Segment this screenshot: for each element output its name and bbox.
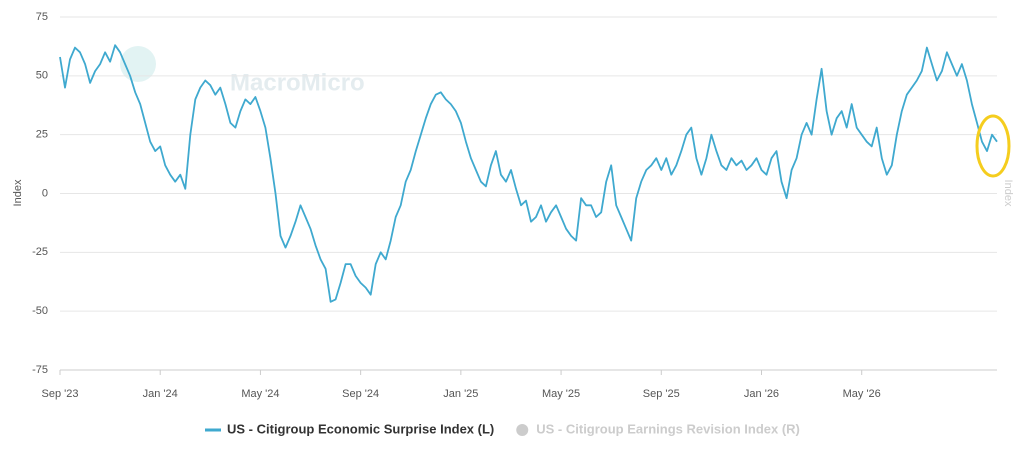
x-tick-label: Jan '24 xyxy=(143,388,178,400)
y-tick-label: 75 xyxy=(36,11,48,23)
legend-swatch xyxy=(516,424,529,436)
y-tick-label: 50 xyxy=(36,70,48,82)
legend-label[interactable]: US - Citigroup Earnings Revision Index (… xyxy=(536,421,800,436)
x-tick-label: May '26 xyxy=(843,388,881,400)
y-tick-label: 25 xyxy=(36,129,48,141)
x-tick-label: Sep '23 xyxy=(42,388,79,400)
y-tick-label: 0 xyxy=(42,187,48,199)
y-tick-label: -25 xyxy=(32,246,48,258)
x-tick-label: May '24 xyxy=(241,388,279,400)
y-tick-label: -75 xyxy=(32,364,48,376)
x-tick-label: Jan '26 xyxy=(744,388,779,400)
watermark: MacroMicro xyxy=(230,69,365,96)
plot-area: -75 -50 -25 0 25 50 75 Sep '23 Jan '24 May '24 Sep… xyxy=(32,11,998,400)
y-axis-label: Index xyxy=(12,179,24,206)
data-line xyxy=(59,44,998,303)
x-tick-label: Jan '25 xyxy=(443,388,478,400)
x-tick-label: Sep '25 xyxy=(643,388,680,400)
legend-label[interactable]: US - Citigroup Economic Surprise Index (… xyxy=(227,421,494,436)
highlight-circle xyxy=(975,114,1011,178)
x-tick-label: Sep '24 xyxy=(342,388,379,400)
x-tick-label: May '25 xyxy=(542,388,580,400)
y-tick-label: -50 xyxy=(32,305,48,317)
legend: US - Citigroup Economic Surprise Index (… xyxy=(205,421,800,436)
y2-axis-label: Index xyxy=(1002,180,1013,207)
